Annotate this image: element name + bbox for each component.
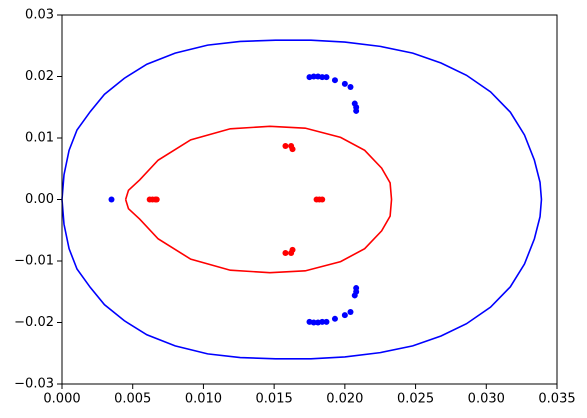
point (323, 74, 330, 81)
point (153, 196, 160, 203)
point (108, 196, 115, 203)
point (341, 312, 348, 319)
point (310, 319, 317, 326)
y-tick-label: 0.02 (25, 69, 54, 84)
x-tick-label: 0.025 (397, 392, 434, 407)
y-tick-label: 0.00 (25, 192, 54, 207)
point (310, 73, 317, 80)
point (331, 315, 338, 322)
x-tick-label: 0.005 (114, 392, 151, 407)
y-tick-label: −0.01 (14, 254, 54, 269)
point (347, 309, 354, 316)
y-tick-label: 0.01 (25, 131, 54, 146)
y-tick-label: 0.03 (25, 8, 54, 23)
point (319, 196, 326, 203)
point (319, 318, 326, 325)
curve (124, 125, 393, 274)
point (347, 83, 354, 90)
point (282, 142, 289, 149)
point (282, 250, 289, 257)
x-tick-label: 0.010 (185, 392, 222, 407)
plot-frame (61, 14, 558, 385)
point (353, 107, 360, 114)
point (289, 246, 296, 253)
y-tick-label: −0.02 (14, 315, 54, 330)
point (353, 285, 360, 292)
x-tick-label: 0.030 (468, 392, 505, 407)
point (331, 77, 338, 84)
y-tick-label: −0.03 (14, 377, 54, 392)
point (341, 80, 348, 87)
point (323, 318, 330, 325)
x-tick-label: 0.035 (538, 392, 575, 407)
x-tick-label: 0.015 (256, 392, 293, 407)
point (319, 74, 326, 81)
x-tick-label: 0.000 (43, 392, 80, 407)
point (289, 146, 296, 153)
curve (61, 39, 543, 360)
x-tick-label: 0.020 (326, 392, 363, 407)
